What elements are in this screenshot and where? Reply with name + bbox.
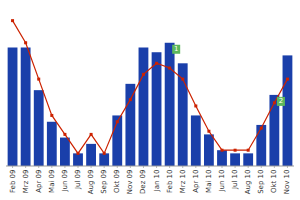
line-marker bbox=[207, 130, 210, 133]
line-marker bbox=[129, 98, 132, 101]
annotation: 2 bbox=[279, 97, 283, 105]
bar bbox=[21, 48, 31, 167]
x-tick bbox=[261, 166, 262, 168]
bar bbox=[99, 153, 109, 166]
x-tick-label: Mrz 09 bbox=[22, 170, 30, 194]
bar bbox=[125, 84, 135, 166]
x-tick bbox=[12, 166, 13, 168]
bar bbox=[283, 55, 293, 166]
x-tick-label: Feb 10 bbox=[166, 170, 174, 194]
line-marker bbox=[221, 149, 224, 152]
x-tick bbox=[91, 166, 92, 168]
x-tick bbox=[143, 166, 144, 168]
line-marker bbox=[194, 104, 197, 107]
line-marker bbox=[103, 152, 106, 155]
bar bbox=[178, 63, 188, 166]
x-tick bbox=[182, 166, 183, 168]
x-tick bbox=[222, 166, 223, 168]
line-marker bbox=[63, 133, 66, 136]
x-tick-label: Nov 09 bbox=[126, 170, 134, 195]
x-tick-label: Jan 10 bbox=[153, 170, 161, 193]
x-tick-label: Okt 10 bbox=[270, 170, 278, 193]
bar bbox=[152, 52, 162, 166]
line-marker bbox=[50, 114, 53, 117]
bar bbox=[191, 115, 201, 166]
x-tick bbox=[169, 166, 170, 168]
line-marker bbox=[142, 73, 145, 76]
x-tick bbox=[64, 166, 65, 168]
bar bbox=[243, 153, 253, 166]
x-tick bbox=[156, 166, 157, 168]
line-marker bbox=[247, 149, 250, 152]
x-tick-label: Jul 10 bbox=[231, 170, 239, 191]
plot-area bbox=[8, 19, 293, 166]
x-tick bbox=[78, 166, 79, 168]
chart-container: Feb 09 Mrz 09 Apr 09 Mai 09 Jun 09 Jul 09 Aug … bbox=[0, 0, 300, 200]
line-marker bbox=[286, 78, 289, 81]
bar bbox=[139, 48, 149, 167]
line-marker bbox=[11, 19, 14, 22]
x-tick bbox=[130, 166, 131, 168]
chart: Feb 09 Mrz 09 Apr 09 Mai 09 Jun 09 Jul 09 Aug … bbox=[0, 0, 300, 200]
line-marker bbox=[90, 133, 93, 136]
x-tick bbox=[287, 166, 288, 168]
x-tick-label: Okt 09 bbox=[113, 170, 121, 193]
line-marker bbox=[181, 78, 184, 81]
x-tick-label: Aug 09 bbox=[87, 170, 95, 195]
x-tick-label: Feb 09 bbox=[9, 170, 17, 194]
x-tick-label: Mrz 10 bbox=[179, 170, 187, 194]
line-marker bbox=[260, 127, 263, 130]
line-marker bbox=[24, 41, 27, 44]
bar bbox=[73, 153, 83, 166]
x-tick bbox=[208, 166, 209, 168]
x-tick bbox=[117, 166, 118, 168]
x-axis-line bbox=[6, 166, 294, 167]
line-marker bbox=[37, 78, 40, 81]
line-marker bbox=[116, 120, 119, 123]
line-marker bbox=[168, 67, 171, 70]
annotation-box bbox=[277, 97, 285, 106]
x-tick-label: Mai 09 bbox=[48, 170, 56, 193]
line-marker bbox=[234, 149, 237, 152]
x-tick bbox=[195, 166, 196, 168]
bar bbox=[256, 125, 266, 166]
line-marker bbox=[155, 62, 158, 65]
x-tick bbox=[104, 166, 105, 168]
bar bbox=[34, 90, 44, 166]
line-marker bbox=[77, 152, 80, 155]
bar bbox=[165, 43, 175, 166]
line-marker bbox=[273, 101, 276, 104]
x-tick bbox=[51, 166, 52, 168]
annotation-box bbox=[172, 45, 180, 54]
x-tick-label: Sep 09 bbox=[100, 170, 108, 194]
bar bbox=[204, 134, 214, 166]
bar bbox=[86, 144, 96, 166]
x-tick bbox=[38, 166, 39, 168]
bar bbox=[230, 153, 240, 166]
x-tick-label: Apr 09 bbox=[35, 170, 43, 193]
x-tick-label: Sep 10 bbox=[257, 170, 265, 194]
line bbox=[13, 21, 288, 154]
x-tick-label: Jul 09 bbox=[74, 170, 82, 191]
bar bbox=[8, 48, 18, 167]
x-tick-label: Nov 10 bbox=[283, 170, 291, 195]
bar bbox=[47, 122, 57, 166]
x-tick-label: Dez 09 bbox=[139, 170, 147, 195]
bar bbox=[217, 150, 227, 166]
x-tick-label: Aug 10 bbox=[244, 170, 252, 195]
x-tick-label: Mai 10 bbox=[205, 170, 213, 193]
bar bbox=[60, 138, 70, 166]
x-tick-label: Jun 09 bbox=[61, 170, 69, 193]
x-tick bbox=[248, 166, 249, 168]
bar bbox=[112, 115, 122, 166]
annotation: 1 bbox=[174, 45, 178, 53]
x-tick bbox=[274, 166, 275, 168]
x-tick-label: Apr 10 bbox=[192, 170, 200, 193]
x-tick bbox=[25, 166, 26, 168]
x-tick-label: Jun 10 bbox=[218, 170, 226, 193]
x-tick bbox=[235, 166, 236, 168]
